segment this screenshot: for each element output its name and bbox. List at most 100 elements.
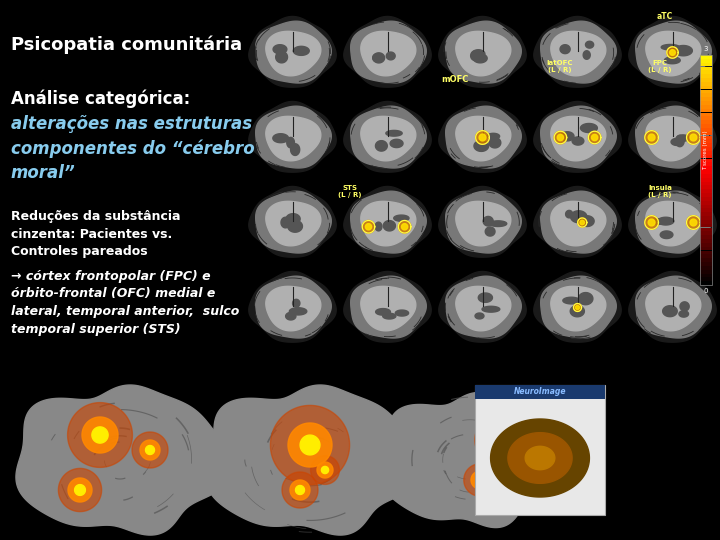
Polygon shape [541, 191, 616, 253]
Polygon shape [446, 276, 521, 338]
Polygon shape [561, 132, 574, 141]
Bar [700, 269, 712, 273]
Polygon shape [591, 134, 598, 140]
Polygon shape [375, 222, 382, 231]
Polygon shape [588, 131, 601, 144]
Text: mOFC: mOFC [441, 75, 469, 84]
Polygon shape [361, 286, 416, 331]
Bar [700, 193, 712, 197]
Polygon shape [351, 276, 426, 338]
Polygon shape [551, 201, 606, 246]
Polygon shape [464, 464, 496, 496]
Polygon shape [266, 201, 321, 246]
Polygon shape [383, 313, 396, 319]
Bar [700, 258, 712, 262]
Text: 3: 3 [703, 46, 708, 52]
Polygon shape [475, 313, 484, 319]
Polygon shape [456, 286, 510, 331]
Polygon shape [580, 216, 594, 226]
Polygon shape [661, 44, 680, 50]
Polygon shape [266, 31, 321, 76]
Polygon shape [646, 286, 701, 331]
Polygon shape [256, 276, 331, 338]
Bar [700, 231, 712, 235]
Polygon shape [487, 133, 500, 139]
Bar [700, 120, 712, 124]
Bar [700, 124, 712, 128]
Bar [700, 227, 712, 231]
Polygon shape [478, 293, 492, 302]
Polygon shape [660, 231, 673, 239]
Polygon shape [570, 211, 587, 223]
Bar [700, 159, 712, 163]
Polygon shape [361, 116, 416, 161]
Polygon shape [249, 272, 336, 342]
Polygon shape [471, 51, 480, 60]
Polygon shape [344, 102, 431, 172]
Bar [700, 105, 712, 109]
Polygon shape [446, 21, 521, 83]
Text: Psicopatia comunitária: Psicopatia comunitária [11, 35, 242, 53]
Polygon shape [351, 21, 426, 83]
Polygon shape [490, 221, 507, 226]
Polygon shape [293, 46, 309, 56]
Polygon shape [665, 57, 680, 64]
Polygon shape [291, 144, 300, 156]
Polygon shape [16, 385, 233, 535]
Polygon shape [282, 472, 318, 508]
Polygon shape [273, 134, 289, 143]
Bar [700, 262, 712, 266]
Bar [700, 116, 712, 120]
Polygon shape [249, 16, 336, 87]
Polygon shape [387, 52, 395, 60]
Polygon shape [577, 218, 587, 227]
Polygon shape [629, 102, 716, 172]
Polygon shape [541, 21, 616, 83]
Polygon shape [646, 116, 701, 161]
Polygon shape [140, 440, 160, 460]
Bar [700, 189, 712, 193]
Polygon shape [271, 406, 350, 484]
Polygon shape [667, 47, 678, 58]
Text: Insula
(L / R): Insula (L / R) [648, 185, 672, 198]
Bar [700, 101, 712, 105]
Polygon shape [636, 21, 711, 83]
Polygon shape [383, 220, 395, 231]
Polygon shape [288, 423, 332, 467]
Polygon shape [554, 131, 567, 144]
Polygon shape [287, 137, 294, 148]
Bar [700, 147, 712, 151]
Polygon shape [508, 433, 572, 483]
Polygon shape [292, 299, 300, 307]
Polygon shape [362, 220, 375, 233]
Bar [700, 55, 712, 59]
Bar [700, 139, 712, 143]
Text: alterações nas estruturas
componentes do “cérebro
moral”: alterações nas estruturas componentes do… [11, 115, 254, 183]
Polygon shape [679, 310, 688, 317]
Bar [700, 170, 712, 174]
Text: Análise categórica:: Análise categórica: [11, 90, 190, 109]
Polygon shape [489, 138, 501, 148]
Polygon shape [476, 131, 490, 144]
Bar [700, 143, 712, 147]
Polygon shape [563, 297, 580, 304]
Polygon shape [249, 102, 336, 172]
Polygon shape [68, 478, 92, 502]
Text: NeuroImage: NeuroImage [514, 388, 566, 396]
Bar [700, 93, 712, 97]
Polygon shape [534, 16, 621, 87]
Polygon shape [541, 276, 616, 338]
Polygon shape [456, 201, 510, 246]
Bar [700, 112, 712, 116]
Polygon shape [386, 130, 402, 136]
Polygon shape [629, 186, 716, 257]
Polygon shape [474, 415, 525, 465]
Polygon shape [402, 224, 408, 230]
Bar [700, 201, 712, 205]
Polygon shape [551, 286, 606, 331]
Bar [700, 273, 712, 278]
Polygon shape [560, 45, 570, 53]
Polygon shape [534, 102, 621, 172]
Bar [700, 212, 712, 216]
Bar [700, 266, 712, 269]
